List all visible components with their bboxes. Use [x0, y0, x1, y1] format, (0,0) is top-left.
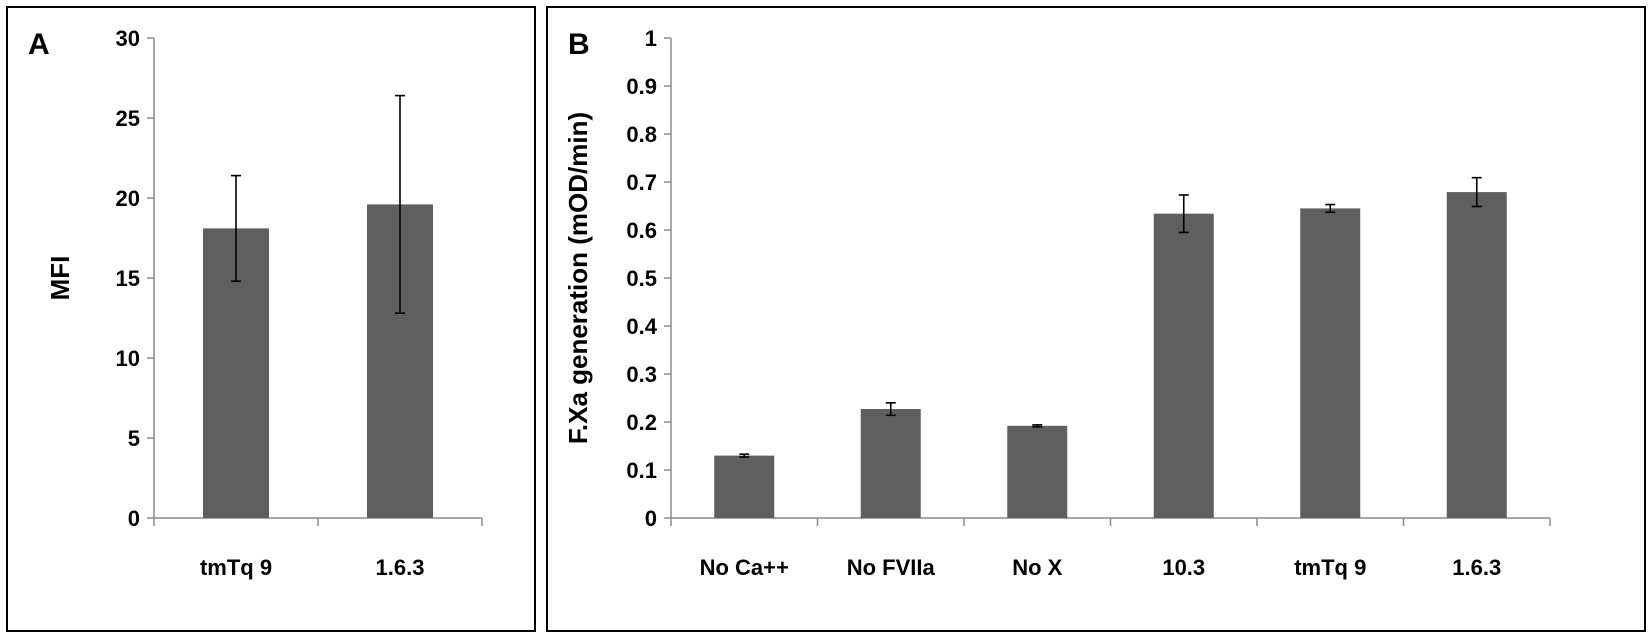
x-category-label: 1.6.3	[1452, 555, 1501, 580]
y-tick-label: 0	[128, 506, 140, 531]
error-bar	[1325, 203, 1336, 214]
chart-b-svg: B F.Xa generation (mOD/min) 0 0.1 0.2 0.3 0.…	[563, 26, 1551, 580]
y-tick-label: 0	[645, 506, 657, 531]
y-axis-title: MFI	[45, 256, 75, 301]
error-bar	[739, 453, 750, 458]
y-tick-label: 15	[116, 266, 140, 291]
y-tick-label: 0.3	[626, 362, 657, 387]
panel-letter-b: B	[568, 28, 590, 61]
y-tick-label: 5	[128, 426, 140, 451]
y-tick-label: 0.4	[626, 314, 657, 339]
x-category-label: tmTq 9	[1294, 555, 1366, 580]
y-tick-label: 20	[116, 186, 140, 211]
bar	[714, 455, 775, 518]
y-tick-label: 25	[116, 106, 140, 131]
bar	[1153, 213, 1214, 518]
bar	[860, 409, 921, 518]
y-tick-label: 0.9	[626, 74, 657, 99]
panel-letter-a: A	[28, 28, 50, 61]
y-tick-label: 0.1	[626, 458, 657, 483]
x-category-label: 10.3	[1162, 555, 1205, 580]
error-bar	[395, 94, 405, 315]
y-axis-title: F.Xa generation (mOD/min)	[563, 112, 593, 444]
chart-panel-a: A MFI 0 5 10 15 20 25 30 tmTq 9 1.6.3	[6, 6, 536, 632]
x-category-label: No Ca++	[700, 555, 789, 580]
error-bar	[231, 174, 241, 283]
error-bar	[1178, 194, 1189, 234]
x-category-label: No X	[1012, 555, 1062, 580]
y-tick-label: 0.8	[626, 122, 657, 147]
bar	[1446, 192, 1507, 518]
x-category-label: tmTq 9	[200, 555, 272, 580]
bar	[1300, 208, 1361, 518]
chart-a-svg: A MFI 0 5 10 15 20 25 30 tmTq 9 1.6.3	[28, 26, 483, 580]
bar	[1007, 425, 1068, 518]
y-tick-label: 30	[116, 26, 140, 51]
y-tick-label: 1	[645, 26, 657, 51]
y-tick-label: 0.6	[626, 218, 657, 243]
x-category-label: 1.6.3	[376, 555, 425, 580]
y-tick-label: 0.2	[626, 410, 657, 435]
chart-panel-b: B F.Xa generation (mOD/min) 0 0.1 0.2 0.3 0.…	[546, 6, 1646, 632]
error-bar	[1471, 176, 1482, 208]
y-tick-label: 10	[116, 346, 140, 371]
x-category-label: No FVIIa	[847, 555, 936, 580]
error-bar	[1032, 424, 1043, 428]
y-tick-label: 0.7	[626, 170, 657, 195]
error-bar	[885, 401, 896, 417]
y-tick-label: 0.5	[626, 266, 657, 291]
